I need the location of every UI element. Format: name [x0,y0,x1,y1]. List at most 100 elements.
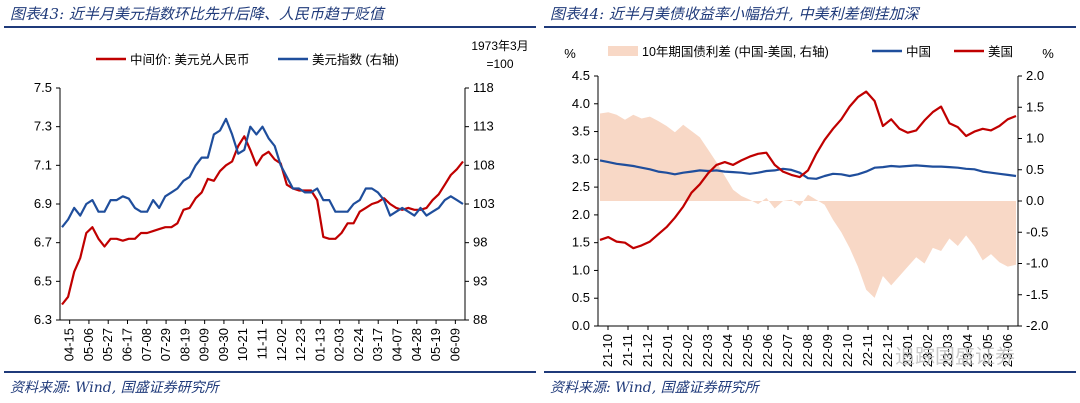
right-left-tick-label: 4.0 [572,96,590,111]
right-x-tick-label: 23-02 [920,334,935,367]
right-x-tick-label: 22-11 [860,334,875,366]
left-left-tick-label: 7.1 [34,157,52,172]
right-right-tick-label: -0.5 [1026,224,1048,239]
left-chart-svg: 6.3 6.5 6.7 6.9 7.1 7.3 7.5 88 93 98 103 108 113 118 0… [34,39,529,361]
right-x-tick-label: 22-10 [840,334,855,367]
right-x-tick-label: 22-12 [880,334,895,367]
left-x-tick-label: 05-27 [100,328,115,361]
left-right-tick-label: 113 [473,119,494,134]
left-left-tick-label: 6.7 [34,235,52,250]
left-chart-title: 图表43: 近半月美元指数环比先升后降、人民币趋于贬值 [10,5,384,23]
right-x-tick-label: 23-04 [960,334,975,367]
left-x-tick-label: 05-06 [81,328,96,361]
left-x-tick-label: 07-29 [158,328,173,361]
right-x-tick-label: 22-07 [780,334,795,367]
left-legend-label: 美元指数 (右轴) [312,52,399,67]
left-chart-panel: 图表43: 近半月美元指数环比先升后降、人民币趋于贬值 6.3 6.5 6.7 6.9… [4,5,536,396]
right-right-tick-label: 0.5 [1026,162,1044,177]
right-series-line-1 [599,159,1017,180]
watermark: 追踪国盛证券 [895,344,1015,368]
right-legend-swatch [608,46,638,56]
right-right-tick-label: 0.0 [1026,193,1044,208]
left-right-tick-label: 118 [473,80,494,95]
right-title-rule [544,26,1076,28]
right-x-tick-label: 21-10 [600,334,615,367]
right-x-tick-label: 22-09 [820,334,835,367]
left-right-tick-label: 108 [473,157,495,172]
right-x-tick-label: 22-08 [800,334,815,367]
left-series-line-0 [61,135,464,306]
left-right-axis-note: =100 [486,57,513,71]
left-legend-label: 中间价: 美元兑人民币 [130,52,249,67]
left-right-tick-label: 93 [473,273,487,288]
left-x-tick-label: 07-08 [139,328,154,361]
left-x-tick-label: 08-19 [177,328,192,361]
left-x-tick-label: 04-07 [390,328,405,361]
left-left-tick-label: 6.5 [34,273,52,288]
right-x-tick-label: 22-02 [680,334,695,367]
right-legend-label: 10年期国债利差 (中国-美国, 右轴) [642,44,829,59]
right-chart-title: 图表44: 近半月美债收益率小幅抬升, 中美利差倒挂加深 [550,5,919,23]
left-x-tick-label: 06-09 [447,328,462,361]
left-x-tick-label: 02-24 [351,328,366,361]
right-x-tick-label: 22-01 [660,334,675,367]
right-left-tick-label: 1.5 [572,235,590,250]
right-x-tick-label: 22-06 [760,334,775,367]
left-x-tick-label: 03-17 [370,328,385,361]
left-x-tick-label: 04-15 [62,328,77,361]
left-source-rule [4,371,536,373]
right-left-unit: % [564,46,576,61]
left-series-line-1 [61,117,464,228]
right-right-tick-label: -2.0 [1026,318,1048,333]
right-x-tick-label: 23-06 [1000,334,1015,367]
left-left-tick-label: 7.3 [34,119,52,134]
right-x-tick-label: 23-01 [900,334,915,367]
left-x-tick-label: 11-11 [255,328,270,359]
left-title-rule [4,26,536,28]
right-chart-source: 资料来源: Wind, 国盛证券研究所 [550,380,759,396]
right-right-tick-label: 1.5 [1026,99,1044,114]
right-x-tick-label: 21-11 [620,334,635,366]
left-chart-source: 资料来源: Wind, 国盛证券研究所 [10,380,219,396]
right-x-tick-label: 22-03 [700,334,715,367]
right-left-tick-label: 3.5 [572,124,590,139]
left-x-tick-label: 09-09 [197,328,212,361]
right-x-tick-label: 21-12 [640,334,655,367]
right-x-tick-label: 22-04 [720,334,735,367]
left-x-tick-label: 06-17 [120,328,135,361]
left-x-tick-label: 12-02 [274,328,289,361]
right-left-tick-label: 0.5 [572,290,590,305]
right-legend-label: 美国 [988,45,1013,59]
right-left-tick-label: 2.5 [572,179,590,194]
right-x-tick-label: 23-05 [980,334,995,367]
right-right-unit: % [1042,46,1054,61]
right-left-tick-label: 4.5 [572,68,590,83]
right-left-tick-label: 1.0 [572,262,590,277]
right-source-rule [544,371,1076,373]
right-x-tick-label: 23-03 [940,334,955,367]
left-x-tick-label: 01-13 [312,328,327,361]
right-left-tick-label: 0.0 [572,318,590,333]
right-right-tick-label: -1.5 [1026,287,1048,302]
left-x-tick-label: 09-30 [216,328,231,361]
right-right-tick-label: -1.0 [1026,256,1048,271]
left-left-tick-label: 7.5 [34,80,52,95]
right-right-tick-label: 2.0 [1026,68,1044,83]
right-left-tick-label: 3.0 [572,151,590,166]
right-chart-panel: 图表44: 近半月美债收益率小幅抬升, 中美利差倒挂加深 0.0 0.5 1.0 1.… [540,0,1080,403]
left-left-tick-label: 6.3 [34,312,52,327]
right-x-tick-label: 22-05 [740,334,755,367]
left-left-tick-label: 6.9 [34,196,52,211]
right-series-line-2 [599,90,1017,250]
right-right-tick-label: 1.0 [1026,131,1044,146]
left-right-tick-label: 103 [473,196,495,211]
right-chart-svg: 0.0 0.5 1.0 1.5 2.0 2.5 3.0 3.5 4.0 4.5 -2.0 -1.5 -1… [564,44,1054,367]
right-series-area-0 [600,112,1016,298]
left-right-axis-note: 1973年3月 [471,39,528,53]
left-x-tick-label: 12-23 [293,328,308,361]
left-x-tick-label: 10-21 [235,328,250,361]
left-x-tick-label: 04-28 [409,328,424,361]
left-right-tick-label: 88 [473,312,487,327]
right-legend-label: 中国 [906,44,931,59]
left-right-tick-label: 98 [473,235,487,250]
